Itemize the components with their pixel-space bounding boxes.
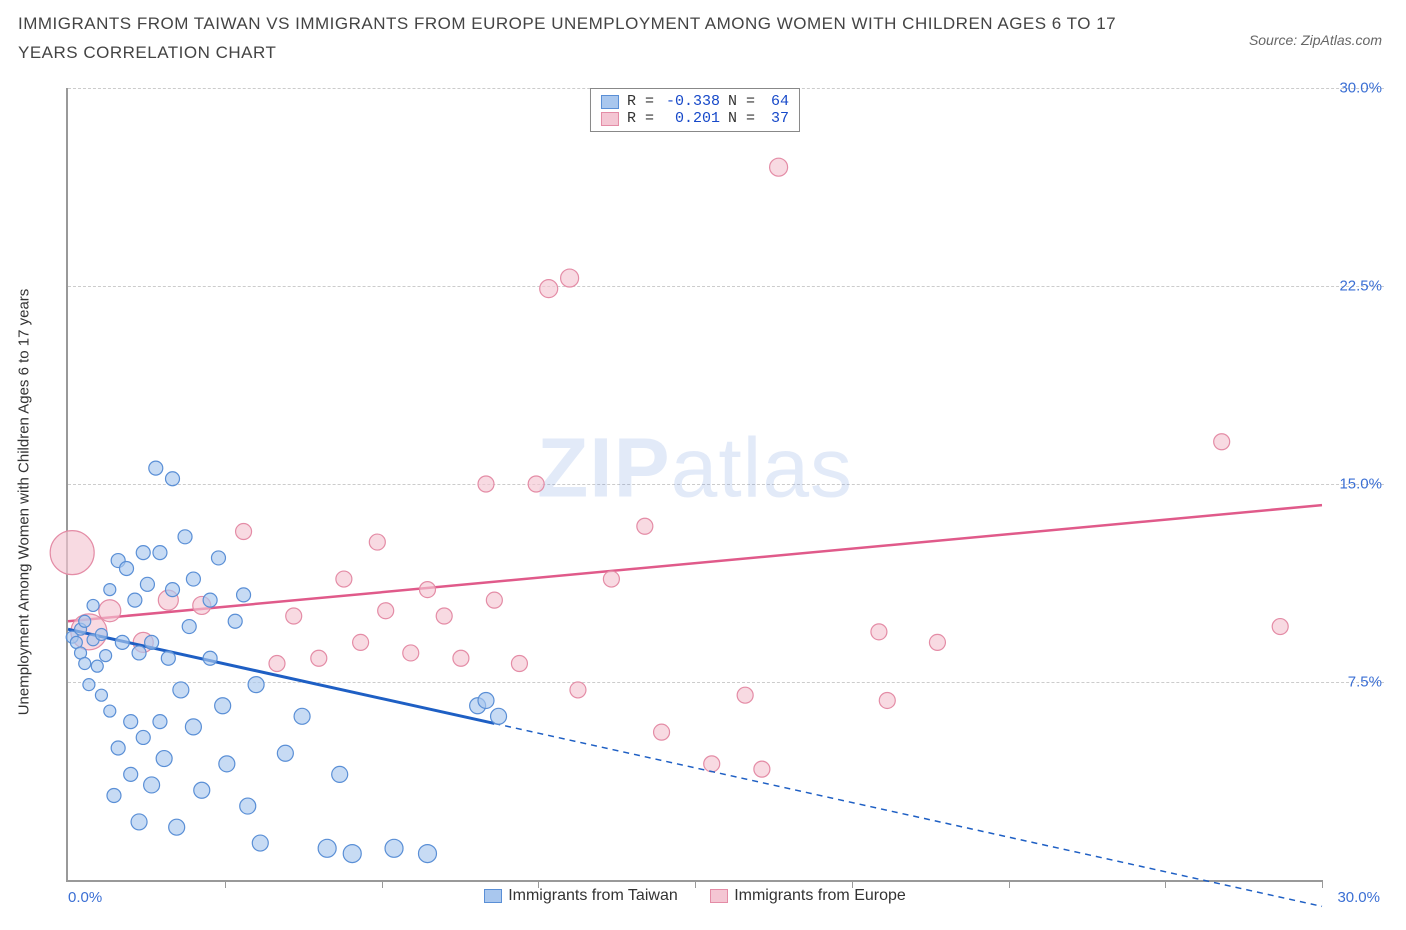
correlation-legend: R = -0.338 N = 64 R = 0.201 N = 37 [590,88,800,132]
x-axis-max-label: 30.0% [1337,889,1380,906]
y-tick-label: 30.0% [1339,80,1382,97]
y-tick-label: 15.0% [1339,476,1382,493]
r-value-europe: 0.201 [662,110,720,127]
legend-row-europe: R = 0.201 N = 37 [601,110,789,127]
legend-item-taiwan: Immigrants from Taiwan [484,887,678,905]
y-axis-label: Unemployment Among Women with Children A… [16,289,33,716]
swatch-taiwan-icon [484,889,502,903]
x-tick [852,880,853,888]
y-tick-label: 22.5% [1339,278,1382,295]
chart-title: IMMIGRANTS FROM TAIWAN VS IMMIGRANTS FRO… [18,10,1138,68]
n-value-taiwan: 64 [763,93,789,110]
x-tick [382,880,383,888]
swatch-europe [601,112,619,126]
header: IMMIGRANTS FROM TAIWAN VS IMMIGRANTS FRO… [0,0,1406,68]
n-label: N = [728,110,755,127]
swatch-taiwan [601,95,619,109]
x-tick [1009,880,1010,888]
legend-label-taiwan: Immigrants from Taiwan [508,887,678,905]
legend-item-europe: Immigrants from Europe [710,887,906,905]
swatch-europe-icon [710,889,728,903]
n-value-europe: 37 [763,110,789,127]
series-legend: Immigrants from Taiwan Immigrants from E… [68,887,1322,908]
scatter-svg [68,88,1322,880]
legend-label-europe: Immigrants from Europe [734,887,906,905]
x-tick [695,880,696,888]
chart-container: Unemployment Among Women with Children A… [38,88,1384,916]
y-tick-label: 7.5% [1348,674,1382,691]
r-label: R = [627,93,654,110]
plot-area: ZIPatlas R = -0.338 N = 64 R = 0.201 N =… [66,88,1322,882]
x-tick [1322,880,1323,888]
n-label: N = [728,93,755,110]
legend-row-taiwan: R = -0.338 N = 64 [601,93,789,110]
r-value-taiwan: -0.338 [662,93,720,110]
r-label: R = [627,110,654,127]
source-attribution: Source: ZipAtlas.com [1249,10,1382,48]
x-tick [538,880,539,888]
x-tick [1165,880,1166,888]
x-tick [225,880,226,888]
